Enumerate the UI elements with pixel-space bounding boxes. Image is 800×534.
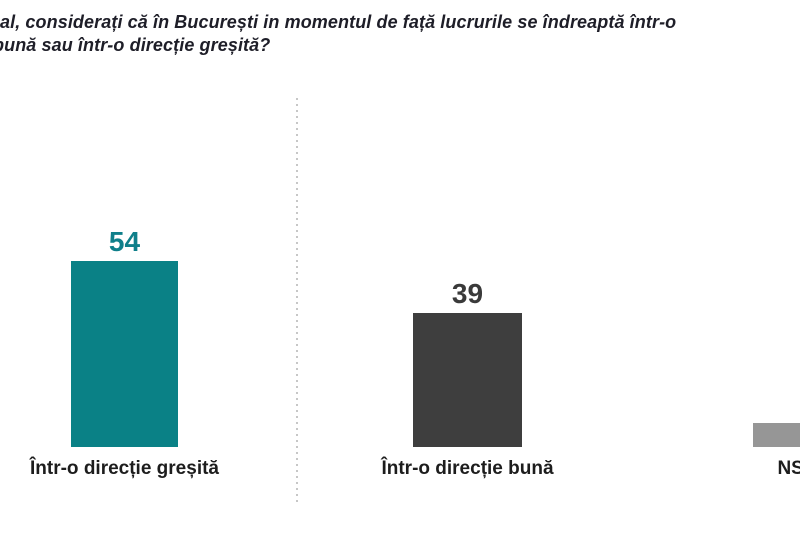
bar-category-label: Într-o direcție greșită bbox=[30, 458, 219, 479]
bar bbox=[413, 313, 522, 447]
dashed-divider-line bbox=[296, 98, 298, 505]
chart-title-line-2: bună sau într-o direcție greșită? bbox=[0, 35, 271, 55]
bar-category-label: NS/NR bbox=[777, 458, 800, 479]
bar bbox=[753, 423, 800, 447]
bar-group: 54 Într-o direcție greșită bbox=[30, 0, 219, 480]
bar-value-label: 39 bbox=[451, 278, 484, 309]
bar-group: 39 Într-o direcție bună bbox=[381, 0, 553, 480]
bar bbox=[71, 261, 178, 447]
bar-value-label: 54 bbox=[108, 226, 141, 257]
bar-category-label: Într-o direcție bună bbox=[381, 458, 554, 479]
chart-title-line-1: al, considerați că în București in momen… bbox=[0, 12, 677, 32]
bar-group: NS/NR bbox=[753, 0, 800, 479]
